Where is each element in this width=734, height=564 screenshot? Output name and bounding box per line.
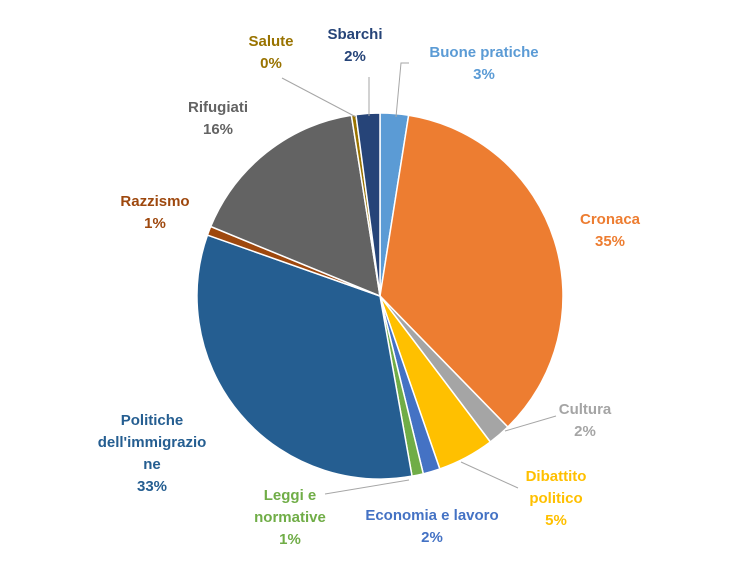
data-label-line: Cronaca (580, 211, 641, 228)
data-label-line: ne (143, 456, 161, 473)
data-label-line: 2% (421, 529, 443, 546)
data-label-line: Sbarchi (327, 26, 382, 43)
data-label-leggi-e-normative: Leggi e normative 1% (254, 487, 326, 548)
data-label-buone-pratiche: Buone pratiche 3% (429, 44, 538, 83)
pie-slice-rifugiati (209, 114, 381, 298)
data-label-line: 33% (137, 478, 167, 495)
data-label-sbarchi: Sbarchi 2% (327, 26, 382, 65)
data-label-line: politico (529, 490, 582, 507)
data-label-dibattito-politico: Dibattito politico 5% (526, 468, 587, 529)
leader-line (324, 479, 410, 495)
data-label-line: Rifugiati (188, 99, 248, 116)
data-label-rifugiati: Rifugiati 16% (188, 99, 248, 138)
data-label-razzismo: Razzismo 1% (120, 193, 189, 232)
data-label-politiche-dell-immigrazione: Politiche dell'immigrazio ne 33% (98, 412, 207, 495)
leader-line (395, 62, 409, 118)
data-label-cultura: Cultura 2% (559, 401, 612, 440)
data-label-line: normative (254, 509, 326, 526)
data-label-line: 3% (473, 66, 495, 83)
pie-slices (196, 112, 564, 480)
data-label-line: 35% (595, 233, 625, 250)
data-label-line: 0% (260, 55, 282, 72)
data-labels: Buone pratiche 3% Cronaca 35% Cultura 2% Dibat… (98, 26, 641, 548)
leader-line (281, 77, 357, 118)
data-label-line: Buone pratiche (429, 44, 538, 61)
data-label-line: Politiche (121, 412, 184, 429)
data-label-line: Leggi e (264, 487, 317, 504)
data-label-line: Dibattito (526, 468, 587, 485)
data-label-line: 1% (144, 215, 166, 232)
pie-slice-cronaca (379, 114, 564, 429)
data-label-line: 16% (203, 121, 233, 138)
pie-slice-politiche-dell-immigrazione (196, 234, 413, 480)
data-label-line: Salute (248, 33, 293, 50)
leader-line (460, 461, 519, 489)
data-label-line: Razzismo (120, 193, 189, 210)
data-label-line: Economia e lavoro (365, 507, 498, 524)
data-label-line: 5% (545, 512, 567, 529)
data-label-line: 2% (574, 423, 596, 440)
leader-lines (281, 62, 557, 495)
data-label-line: dell'immigrazio (98, 434, 207, 451)
data-label-line: 1% (279, 531, 301, 548)
data-label-economia-e-lavoro: Economia e lavoro 2% (365, 507, 498, 546)
data-label-cronaca: Cronaca 35% (580, 211, 641, 250)
data-label-salute: Salute 0% (248, 33, 293, 72)
data-label-line: 2% (344, 48, 366, 65)
data-label-line: Cultura (559, 401, 612, 418)
leader-line (504, 415, 557, 432)
pie-slice-sbarchi (355, 112, 381, 297)
